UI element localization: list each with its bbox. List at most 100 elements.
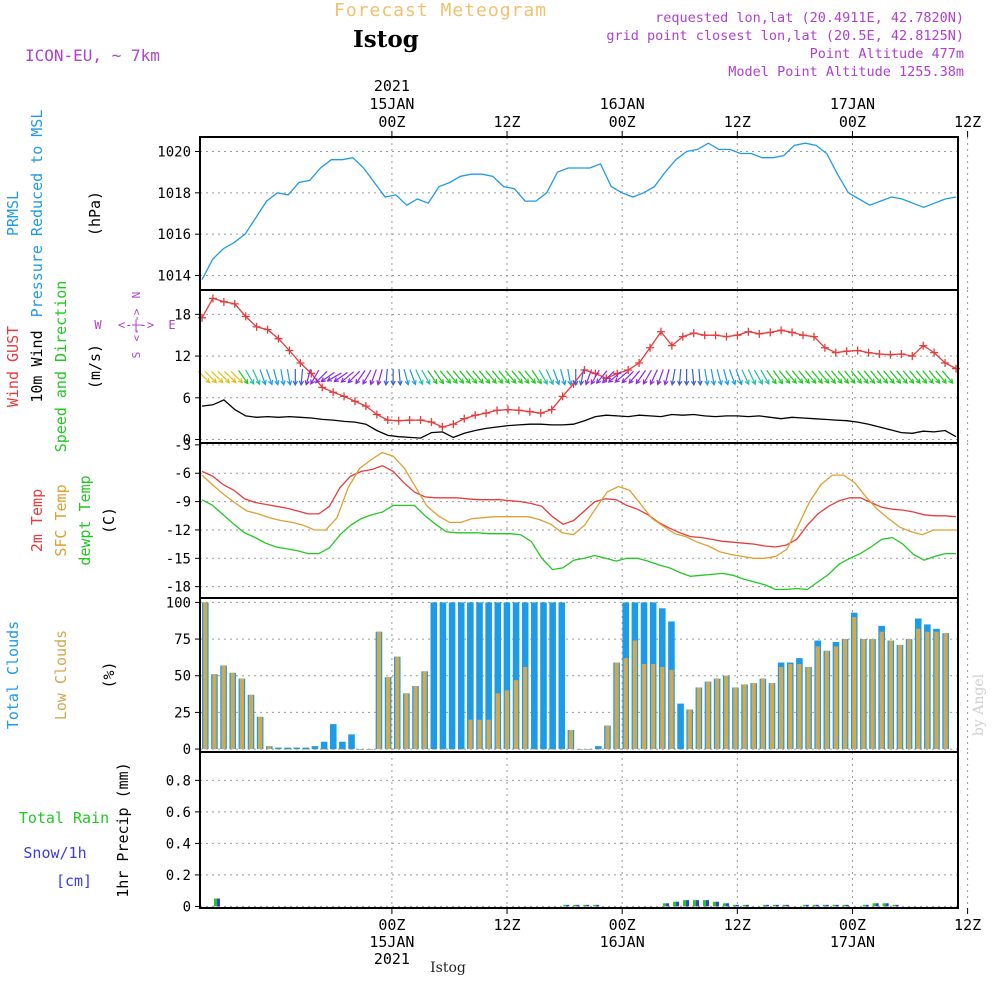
bar-low-clouds	[888, 640, 893, 750]
bar-low-clouds	[358, 749, 363, 750]
wind-arrow	[300, 368, 304, 385]
bar-low-clouds	[376, 631, 382, 750]
bar-low-clouds	[897, 644, 903, 750]
panel-label: 1hr Precip (mm)	[114, 762, 132, 897]
wind-arrow-head	[231, 378, 237, 384]
wind-arrow	[245, 369, 255, 385]
wind-arrow-head	[744, 379, 750, 386]
bar-snow	[696, 900, 700, 907]
wind-arrow	[621, 370, 634, 384]
wind-arrow	[824, 370, 836, 384]
wind-arrow-head	[243, 378, 249, 385]
wind-arrow	[217, 370, 230, 384]
ytick-label-precip: 0.4	[166, 836, 191, 852]
panel-label: 10m Wind	[28, 330, 46, 402]
bar-low-clouds	[523, 666, 528, 750]
bar-rain	[712, 901, 716, 907]
gust-marker	[285, 346, 294, 355]
panel-labels: PRMSL Pressure Reduced to MSL (hPa) Wind GU…	[4, 110, 176, 898]
bar-low-clouds	[322, 749, 327, 750]
gust-marker	[646, 343, 655, 352]
xtick-top-label: 2021	[374, 77, 410, 95]
bar-rain	[832, 904, 836, 907]
wind-arrow-head	[573, 380, 579, 387]
gust-marker	[503, 405, 512, 414]
wind-arrow-head	[524, 378, 530, 385]
wind-arrow	[704, 368, 709, 385]
wind-arrow-head	[439, 378, 445, 385]
wind-arrow-head	[491, 378, 497, 385]
bar-low-clouds	[431, 749, 436, 750]
ytick-label-pressure: 1014	[157, 269, 191, 285]
gust-marker	[842, 347, 851, 356]
bar-low-clouds	[239, 678, 244, 750]
panel-label: Pressure Reduced to MSL	[28, 110, 46, 318]
panel-label: SFC Temp	[52, 484, 70, 556]
wind-arrow-head	[249, 379, 255, 385]
xtick-top-label: 12Z	[954, 113, 981, 131]
bar-low-clouds	[605, 725, 610, 750]
gust-marker	[766, 328, 775, 337]
bar-low-clouds	[906, 639, 912, 750]
bar-rain	[683, 900, 687, 907]
bar-low-clouds	[824, 650, 829, 750]
location-title: Istog	[353, 26, 419, 53]
wind-arrow-head	[383, 380, 389, 387]
wind-arrow-head	[511, 378, 517, 385]
wind-arrow	[370, 369, 377, 385]
wind-arrow-head	[567, 380, 573, 387]
gust-marker	[383, 416, 392, 425]
wind-arrow-head	[310, 379, 316, 385]
wind-arrow	[691, 368, 695, 385]
bar-snow	[735, 904, 739, 907]
bar-low-clouds	[559, 749, 564, 750]
wind-arrow	[538, 369, 548, 385]
wind-arrow-head	[628, 378, 634, 385]
wind-arrow	[698, 368, 701, 385]
bar-low-clouds	[541, 749, 546, 750]
bar-snow	[566, 904, 570, 907]
bar-low-clouds	[843, 639, 848, 750]
ytick-label-pressure: 1018	[157, 186, 191, 202]
wind-arrow-head	[555, 379, 561, 386]
gust-marker	[493, 406, 502, 415]
wind-arrow-head	[362, 379, 368, 385]
bar-snow	[815, 904, 819, 907]
gust-marker	[886, 350, 895, 359]
wind-arrow	[491, 370, 504, 384]
ytick-label-wind: 6	[183, 391, 191, 407]
series-line	[201, 142, 957, 281]
wind-arrow-head	[292, 380, 298, 387]
bar-low-clouds	[742, 684, 747, 750]
wind-arrow-head	[843, 378, 850, 385]
ytick-label-temperature: -15	[166, 551, 191, 567]
precip-legend-label: Snow/1h	[23, 844, 86, 862]
bar-total-clouds	[476, 602, 483, 750]
bar-total-clouds	[320, 741, 328, 750]
wind-arrow-head	[314, 378, 321, 384]
wind-arrow	[452, 370, 464, 384]
wind-arrow	[747, 369, 756, 385]
wind-arrow	[327, 372, 342, 382]
wind-arrow	[664, 369, 670, 385]
wind-arrow-head	[459, 378, 465, 385]
bar-snow	[785, 904, 789, 907]
wind-arrow-head	[517, 378, 523, 385]
panel-label: Speed and Direction	[52, 281, 70, 453]
bar-low-clouds	[303, 749, 308, 750]
wind-arrow-head	[369, 379, 375, 386]
data-series	[197, 142, 960, 907]
wind-arrow	[439, 370, 451, 384]
bar-low-clouds	[943, 633, 948, 750]
wind-arrow-head	[928, 378, 934, 385]
bar-low-clouds	[733, 687, 738, 750]
bar-low-clouds	[705, 681, 711, 750]
bar-low-clouds	[532, 749, 537, 750]
wind-arrow	[876, 370, 888, 384]
gust-marker	[624, 365, 633, 374]
compass-arrows: <-|->	[130, 308, 143, 341]
wind-arrow	[941, 370, 954, 384]
wind-arrow-head	[869, 378, 876, 385]
wind-arrow-head	[621, 378, 627, 384]
bar-rain	[663, 903, 667, 907]
